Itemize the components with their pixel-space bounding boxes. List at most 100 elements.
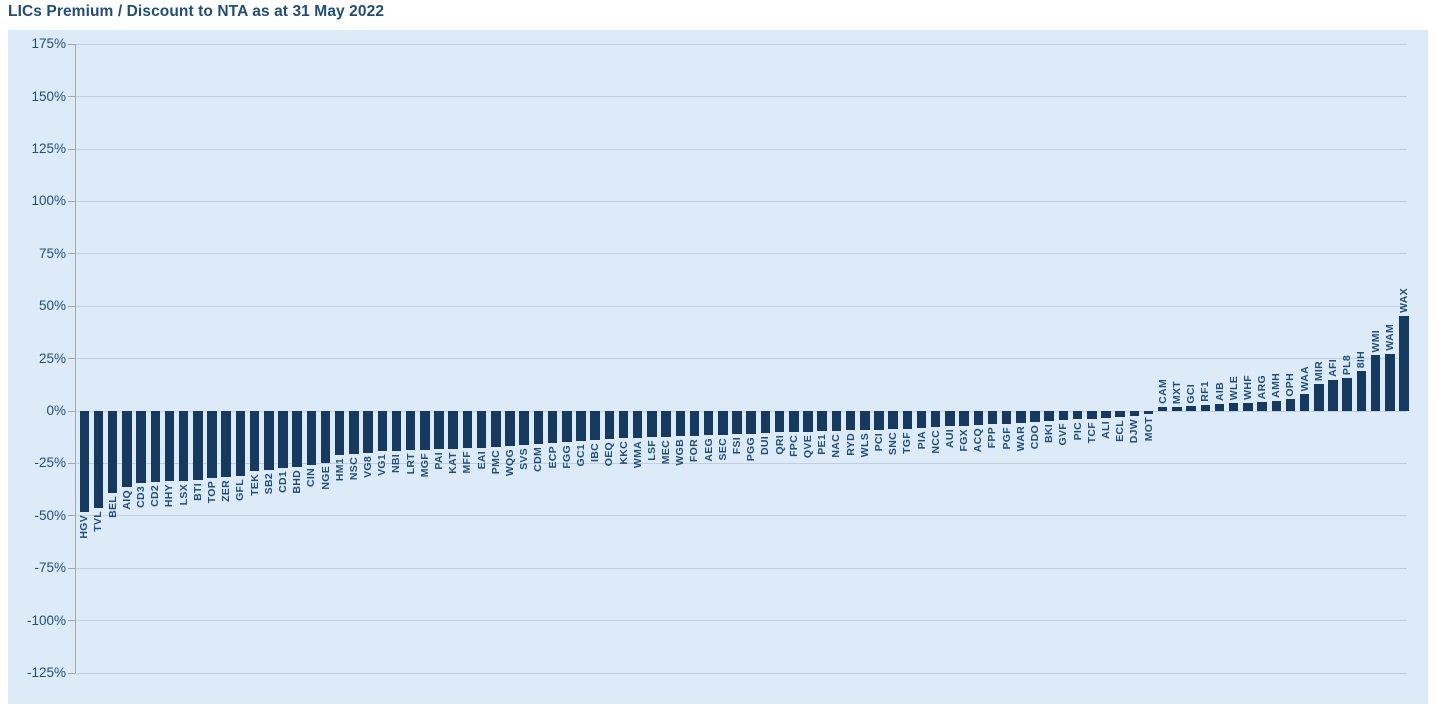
y-axis-tick	[68, 358, 75, 360]
bar-MFF	[462, 411, 473, 449]
y-axis-tick-label: 50%	[38, 298, 66, 314]
bar-SVS	[519, 411, 529, 445]
y-axis-tick	[68, 148, 75, 150]
bar-CAM	[1157, 406, 1168, 411]
bar-MOT	[1143, 411, 1154, 415]
bar-NCC	[930, 411, 941, 427]
bar-PE1	[817, 411, 827, 432]
bar-label-LSF: LSF	[645, 439, 658, 461]
bar-label-SVS: SVS	[518, 447, 531, 470]
gridline	[75, 253, 1407, 255]
bar-label-WAX: WAX	[1397, 287, 1410, 313]
bar-HHY	[164, 411, 175, 482]
bar-label-TCF: TCF	[1085, 421, 1098, 443]
bar-label-NSC: NSC	[347, 456, 360, 480]
bar-CDM	[533, 411, 544, 444]
bar-label-WAM: WAM	[1383, 324, 1396, 351]
bar-label-WQG: WQG	[504, 448, 516, 476]
bar-label-MOT: MOT	[1142, 417, 1155, 442]
bar-FSI	[732, 411, 742, 435]
gridline	[75, 148, 1407, 150]
bar-PAI	[434, 411, 444, 450]
bar-label-PGF: PGF	[1000, 426, 1013, 450]
y-axis-tick-label: -125%	[26, 665, 66, 680]
bar-label-PGG: PGG	[745, 437, 758, 462]
bar-ZER	[221, 411, 231, 478]
bar-PIC	[1072, 411, 1083, 420]
gridline	[75, 567, 1407, 569]
bar-label-NGE: NGE	[319, 465, 332, 490]
bar-PGG	[746, 411, 756, 435]
bar-PGF	[1001, 411, 1012, 424]
bar-RYD	[845, 411, 856, 431]
bar-LSX	[178, 411, 189, 481]
bar-label-DJW: DJW	[1128, 418, 1141, 444]
bar-ECL	[1115, 411, 1125, 417]
bar-AIQ	[122, 411, 132, 487]
bar-SB2	[264, 411, 274, 470]
bar-label-TVL: TVL	[92, 510, 105, 532]
y-axis-tick-label: 25%	[38, 350, 66, 366]
bar-label-BHD: BHD	[291, 470, 304, 495]
bar-TCF	[1087, 411, 1097, 419]
bar-ALI	[1101, 411, 1111, 418]
gridline	[75, 96, 1407, 98]
bar-VG1	[377, 411, 388, 452]
bar-label-GFL: GFL	[234, 478, 247, 501]
bar-label-TGF: TGF	[901, 431, 914, 454]
bar-AUI	[945, 411, 955, 427]
bar-WAR	[1016, 411, 1026, 423]
bar-label-MEC: MEC	[660, 439, 673, 464]
bar-label-SNC: SNC	[887, 432, 900, 456]
y-axis-tick	[68, 515, 75, 517]
bar-TVL	[93, 411, 104, 508]
chart-title: LICs Premium / Discount to NTA as at 31 …	[8, 3, 385, 20]
bar-label-QRI: QRI	[773, 435, 786, 455]
bar-QVE	[803, 411, 813, 432]
bar-label-PL8: PL8	[1341, 354, 1354, 375]
bar-FPC	[789, 411, 799, 432]
bar-OPH	[1285, 399, 1296, 411]
bar-label-WAA: WAA	[1298, 365, 1311, 392]
bar-label-NAC: NAC	[830, 433, 843, 458]
bar-CD2	[150, 411, 160, 483]
gridline	[75, 358, 1407, 360]
bar-MEC	[661, 411, 671, 437]
bar-CDO	[1030, 411, 1040, 423]
bar-label-WLE: WLE	[1227, 375, 1240, 401]
bar-BEL	[107, 411, 118, 494]
bar-label-TOP: TOP	[206, 481, 218, 504]
bar-WAA	[1299, 394, 1310, 411]
bar-FPP	[987, 411, 998, 425]
bar-FGX	[959, 411, 969, 426]
bar-label-RYD: RYD	[844, 433, 857, 457]
y-axis-tick-label: 75%	[38, 245, 66, 261]
bar-label-IBC: IBC	[589, 442, 602, 462]
bar-label-GCI: GCI	[1185, 383, 1198, 404]
bar-NBI	[391, 411, 402, 451]
bar-label-NBI: NBI	[390, 453, 403, 473]
bar-label-FOR: FOR	[688, 438, 701, 462]
bar-label-FGX: FGX	[958, 428, 971, 452]
bar-AEG	[703, 411, 714, 436]
gridline	[75, 672, 1407, 674]
bar-label-NCC: NCC	[929, 429, 942, 454]
bar-label-ACQ: ACQ	[972, 427, 985, 453]
bar-PIA	[916, 411, 927, 429]
bar-label-ZER: ZER	[220, 480, 233, 503]
bar-RF1	[1200, 404, 1211, 411]
bar-ECP	[547, 411, 558, 443]
y-axis-tick	[68, 96, 75, 98]
bar-IBC	[590, 411, 600, 440]
bar-GFL	[235, 411, 246, 476]
bar-NSC	[349, 411, 359, 454]
bar-label-MGF: MGF	[418, 452, 431, 477]
y-axis-tick	[68, 305, 75, 307]
bar-MGF	[420, 411, 430, 450]
bar-label-QVE: QVE	[801, 434, 814, 458]
bar-label-ARG: ARG	[1256, 375, 1269, 400]
bar-LSF	[647, 411, 657, 437]
y-axis-tick-label: 175%	[31, 36, 66, 52]
bar-WHF	[1243, 402, 1253, 411]
